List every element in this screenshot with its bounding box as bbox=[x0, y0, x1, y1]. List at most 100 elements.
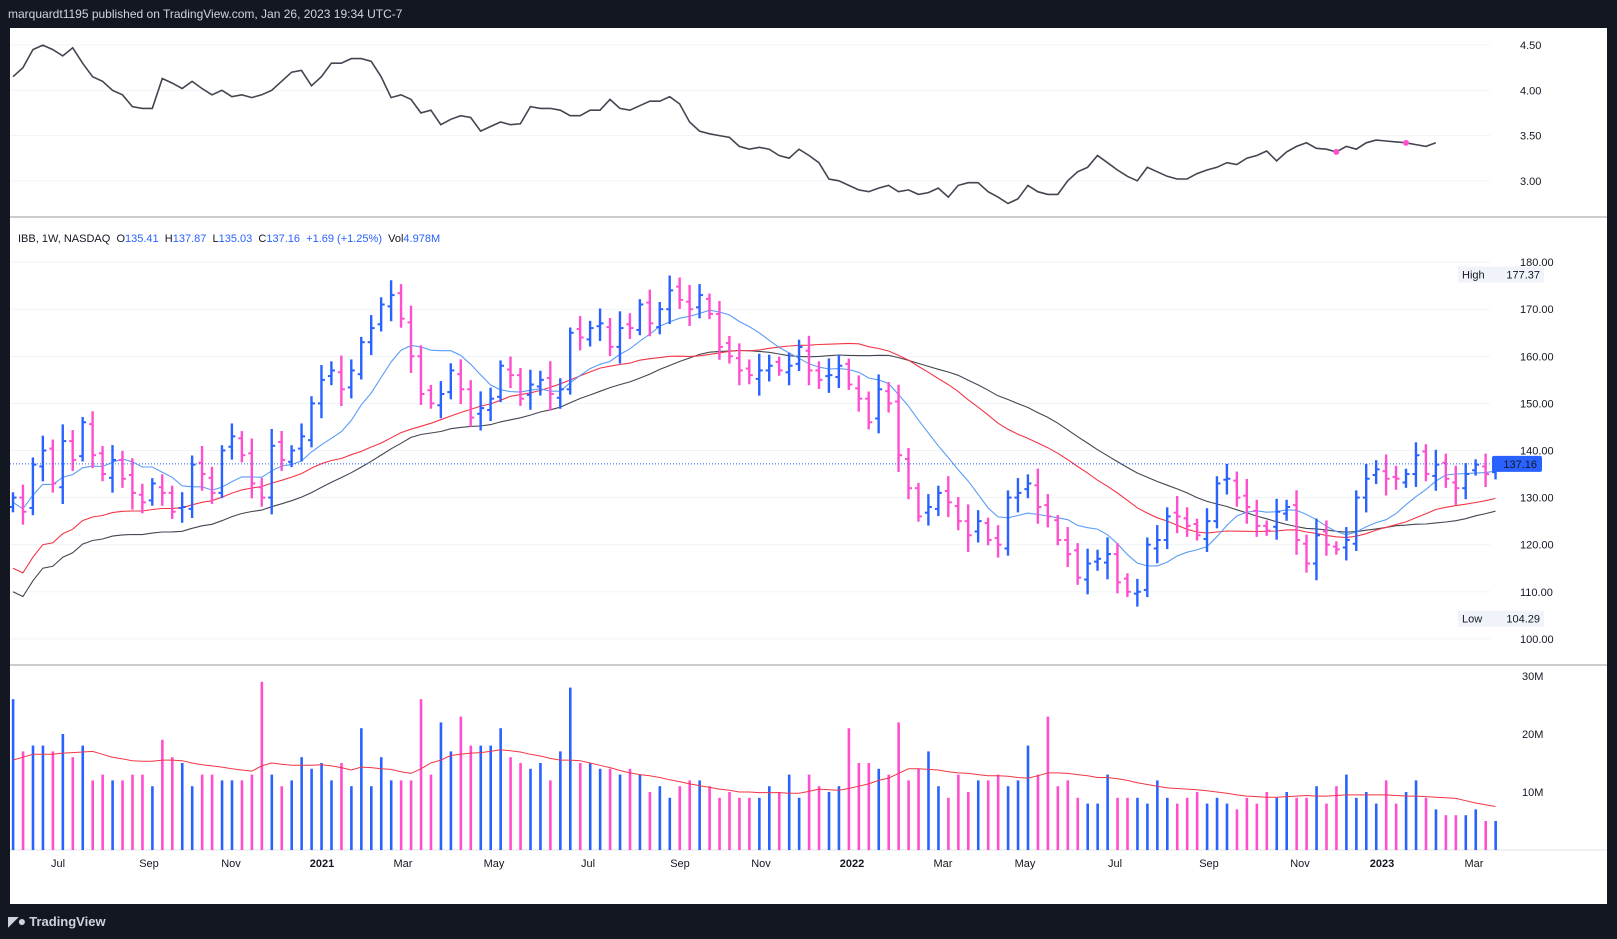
volume-bar bbox=[728, 792, 731, 850]
volume-bar bbox=[1394, 803, 1398, 850]
volume-tick-label: 10M bbox=[1522, 787, 1543, 799]
ohlc-bar bbox=[1014, 478, 1022, 513]
ohlc-bar bbox=[427, 384, 435, 409]
volume-bar bbox=[748, 797, 751, 850]
volume-bar bbox=[1106, 774, 1109, 850]
ohlc-bar bbox=[646, 289, 654, 337]
ohlc-bar bbox=[29, 457, 37, 516]
volume-bar bbox=[1365, 792, 1368, 850]
ohlc-bar bbox=[1412, 442, 1420, 487]
ohlc-bar bbox=[138, 483, 146, 514]
volume-bar bbox=[897, 722, 900, 850]
volume-bar bbox=[986, 780, 990, 850]
ohlc-bar bbox=[308, 396, 315, 448]
volume-bar bbox=[1454, 815, 1458, 850]
ohlc-bar bbox=[1034, 468, 1042, 524]
volume-bar bbox=[300, 757, 303, 850]
ohlc-bar bbox=[39, 435, 47, 482]
ohlc-bar bbox=[208, 466, 216, 504]
ohlc-bar bbox=[1183, 507, 1191, 537]
ohlc-bar bbox=[158, 474, 166, 506]
footer-brand[interactable]: TradingView bbox=[29, 914, 106, 929]
low-badge bbox=[1458, 610, 1544, 627]
ohlc-bar bbox=[198, 446, 206, 491]
ohlc-bar bbox=[1113, 543, 1121, 594]
ohlc-bar bbox=[964, 504, 972, 553]
ohlc-bar bbox=[377, 297, 385, 332]
ohlc-bar bbox=[815, 361, 823, 389]
price-tick-label: 170.00 bbox=[1520, 304, 1554, 316]
ohlc-bar bbox=[546, 361, 554, 411]
volume-tick-label: 20M bbox=[1522, 729, 1543, 741]
ohlc-bar bbox=[10, 492, 17, 513]
volume-bar bbox=[220, 780, 224, 850]
time-axis-label: Nov bbox=[751, 858, 771, 870]
sma10-line bbox=[12, 309, 1496, 567]
volume-bar bbox=[1345, 774, 1348, 850]
volume-bar bbox=[1126, 797, 1129, 850]
ohlc-bar bbox=[1143, 537, 1151, 598]
volume-bar bbox=[976, 780, 980, 850]
volume-bar bbox=[1225, 803, 1229, 850]
volume-bar bbox=[270, 774, 274, 850]
volume-bar bbox=[817, 786, 821, 850]
ohlc-bar bbox=[1482, 453, 1490, 487]
volume-bar bbox=[340, 763, 343, 850]
ohlc-bar bbox=[79, 416, 87, 462]
volume-bar bbox=[1295, 797, 1298, 850]
volume-bar bbox=[708, 786, 711, 850]
price-tick-label: 130.00 bbox=[1520, 493, 1554, 505]
volume-bar bbox=[240, 780, 244, 850]
ohlc-bar bbox=[954, 496, 962, 531]
volume-bar bbox=[1444, 815, 1448, 850]
volume-bar bbox=[11, 699, 15, 850]
ohlc-bar bbox=[1293, 490, 1301, 555]
volume-bar bbox=[389, 780, 393, 850]
volume-bar bbox=[837, 786, 841, 850]
ohlc-bar bbox=[735, 343, 743, 386]
time-axis-label: Jul bbox=[51, 858, 65, 870]
time-axis-label: 2023 bbox=[1370, 858, 1394, 870]
ohlc-bar bbox=[128, 458, 136, 510]
legend-close-label: C bbox=[258, 233, 267, 245]
volume-bar bbox=[499, 728, 502, 850]
volume-bar bbox=[1116, 797, 1119, 850]
legend-open-label: O bbox=[116, 233, 125, 245]
ohlc-bar bbox=[1104, 537, 1111, 580]
price-tick-label: 120.00 bbox=[1520, 540, 1554, 552]
ohlc-bar bbox=[1243, 478, 1251, 524]
legend-high-label: H bbox=[164, 233, 173, 245]
price-tick-label: 100.00 bbox=[1520, 634, 1554, 646]
ohlc-bar bbox=[1332, 541, 1340, 555]
volume-bar bbox=[1265, 792, 1269, 850]
ohlc-bar bbox=[1382, 454, 1390, 496]
ohlc-bar bbox=[1173, 495, 1181, 534]
volume-bar bbox=[937, 786, 940, 850]
symbol-legend: IBB, 1W, NASDAQ O135.41 H137.87 L135.03 … bbox=[18, 233, 440, 245]
volume-bar bbox=[559, 751, 562, 850]
ohlc-bar bbox=[447, 363, 455, 400]
volume-bar bbox=[101, 774, 104, 850]
ohlc-bar bbox=[1044, 494, 1052, 528]
volume-bar bbox=[1205, 803, 1209, 850]
ohlc-bar bbox=[178, 492, 186, 523]
ohlc-bar bbox=[288, 445, 296, 468]
volume-bar bbox=[280, 786, 284, 850]
volume-bar bbox=[807, 774, 811, 850]
ohlc-bar bbox=[835, 354, 843, 389]
chart-canvas[interactable]: 4.50 4.00 3.50 3.00 180.00 170.00 160.00 150.00… bbox=[10, 28, 1607, 904]
volume-bar bbox=[927, 751, 930, 850]
chart-panel[interactable]: 4.50 4.00 3.50 3.00 180.00 170.00 160.00 150.00… bbox=[10, 28, 1607, 904]
legend-change: +1.69 (+1.25%) bbox=[306, 233, 382, 245]
volume-bar bbox=[658, 786, 662, 850]
time-axis-label: Jul bbox=[581, 858, 595, 870]
ohlc-bar bbox=[586, 320, 594, 347]
last-price-badge bbox=[1492, 455, 1542, 472]
volume-bar bbox=[539, 763, 542, 850]
ratio-marker-point bbox=[1333, 148, 1340, 155]
ohlc-bar bbox=[1392, 465, 1400, 490]
time-axis-label: 2021 bbox=[310, 858, 334, 870]
ohlc-bar bbox=[1213, 476, 1221, 529]
volume-bar bbox=[1006, 786, 1010, 850]
ohlc-bar bbox=[218, 445, 226, 499]
